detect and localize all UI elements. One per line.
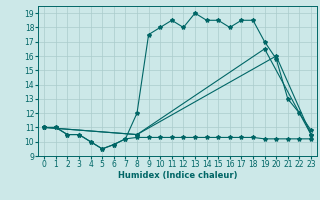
X-axis label: Humidex (Indice chaleur): Humidex (Indice chaleur) — [118, 171, 237, 180]
